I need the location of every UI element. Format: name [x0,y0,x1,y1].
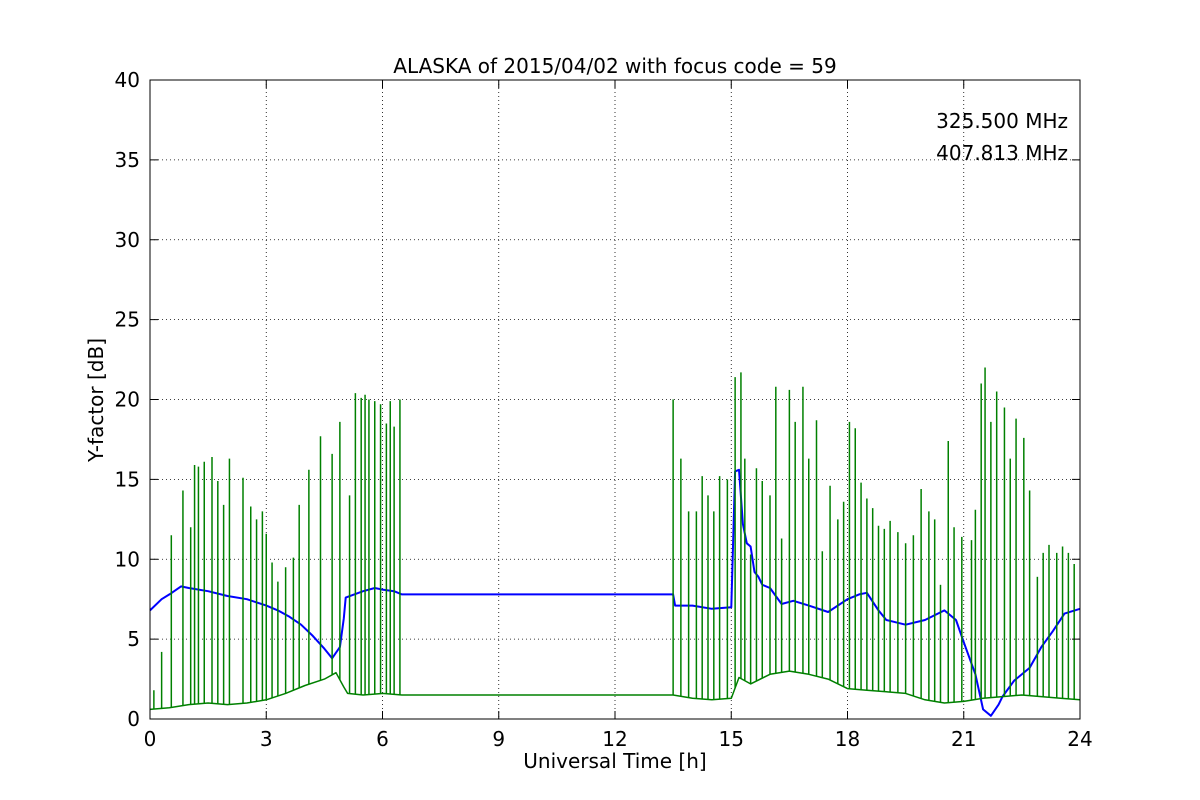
y-tick-label: 10 [115,547,140,571]
x-tick-label: 12 [602,727,627,751]
x-tick-label: 24 [1067,727,1092,751]
chart-title: ALASKA of 2015/04/02 with focus code = 5… [393,54,836,78]
legend-label-407-813-mhz: 407.813 MHz [936,141,1068,165]
axis-tick-labels: 0 3 6 9 12 15 18 21 24 0 5 10 15 20 25 30 35 40 [115,68,1093,751]
legend: 325.500 MHz 407.813 MHz [936,109,1068,165]
x-tick-label: 9 [492,727,505,751]
x-tick-label: 6 [376,727,389,751]
y-tick-label: 25 [115,308,140,332]
y-tick-label: 30 [115,228,140,252]
x-tick-label: 3 [260,727,273,751]
plot-area [149,79,1081,720]
x-tick-label: 0 [144,727,157,751]
y-tick-label: 15 [115,467,140,491]
y-axis-label: Y-factor [dB] [84,338,108,463]
legend-label-325-500-mhz: 325.500 MHz [936,109,1068,133]
y-tick-label: 35 [115,148,140,172]
y-tick-label: 20 [115,388,140,412]
x-tick-label: 18 [835,727,860,751]
x-tick-label: 21 [951,727,976,751]
series-layer [149,367,1081,717]
y-tick-label: 0 [127,707,140,731]
x-tick-label: 15 [719,727,744,751]
y-tick-label: 5 [127,627,140,651]
y-tick-label: 40 [115,68,140,92]
ticks [149,79,1081,720]
x-axis-label: Universal Time [h] [523,749,706,773]
